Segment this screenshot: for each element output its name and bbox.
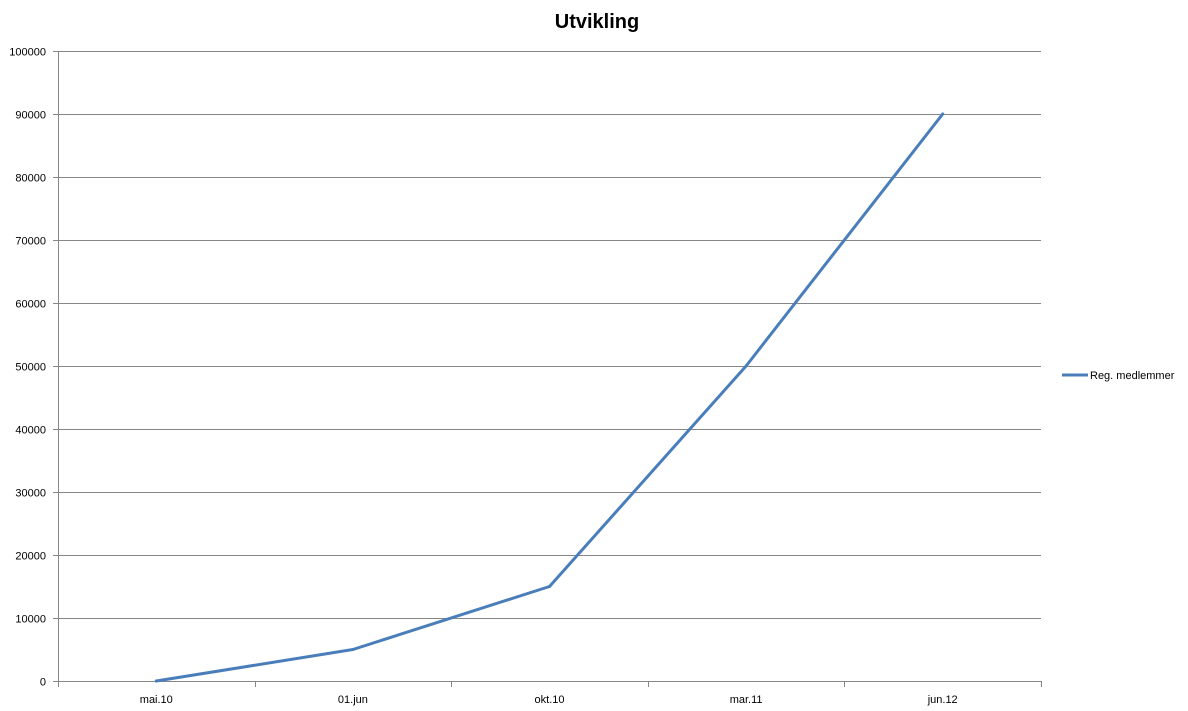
y-tick-label: 70000 (15, 236, 46, 248)
x-tick-label: okt.10 (535, 694, 565, 706)
x-tick-label: mar.11 (730, 694, 763, 706)
series-layer (154, 112, 945, 683)
x-tick-label: 01.jun (338, 694, 368, 706)
y-tick-label: 50000 (15, 362, 46, 374)
y-tick-label: 80000 (15, 173, 46, 185)
y-tick-label: 90000 (15, 110, 46, 122)
legend: Reg. medlemmer (1062, 370, 1175, 382)
y-tick-label: 20000 (15, 551, 46, 563)
data-point (744, 364, 748, 368)
y-tick-label: 10000 (15, 614, 46, 626)
y-tick-label: 30000 (15, 488, 46, 500)
x-tick-label: mai.10 (140, 694, 173, 706)
y-axis-ticks: 0 10000 20000 30000 40000 50000 60000 70000 8000… (9, 47, 58, 689)
x-tick-label: jun.12 (927, 694, 958, 706)
y-tick-label: 60000 (15, 299, 46, 311)
y-tick-label: 0 (40, 677, 46, 689)
axes (58, 51, 1041, 682)
data-point (154, 679, 158, 683)
y-tick-label: 100000 (9, 47, 46, 59)
chart-title: Utvikling (555, 11, 639, 33)
series-line (154, 112, 945, 683)
y-tick-label: 40000 (15, 425, 46, 437)
data-point (941, 112, 945, 116)
legend-label: Reg. medlemmer (1090, 370, 1175, 382)
gridlines (58, 51, 1041, 619)
data-point (548, 585, 551, 588)
data-point (351, 648, 355, 651)
x-axis-ticks: mai.10 01.jun okt.10 mar.11 jun.12 (58, 681, 1042, 706)
